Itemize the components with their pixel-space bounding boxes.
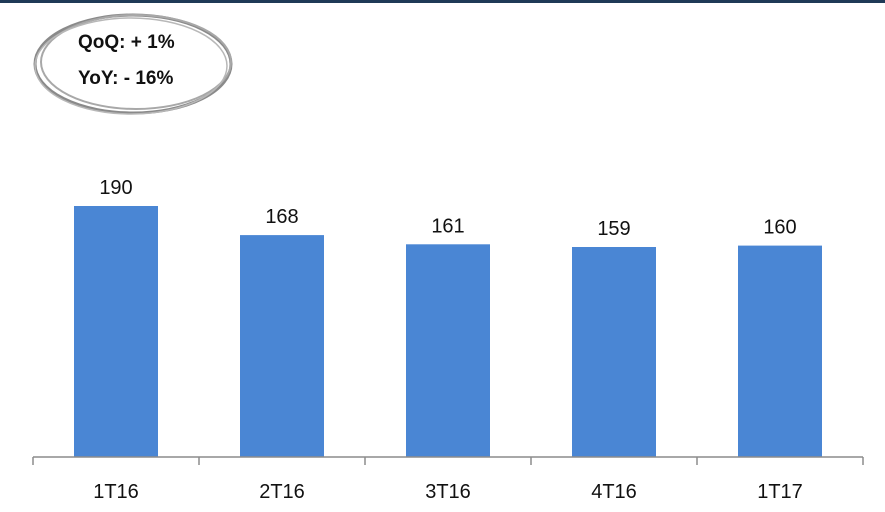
x-tick-label-4T16: 4T16: [591, 481, 637, 503]
top-rule: [0, 0, 885, 3]
x-tick-label-1T16: 1T16: [93, 481, 139, 503]
bar-1T17: [738, 245, 822, 457]
variation-badge: QoQ: + 1% YoY: - 16%: [30, 8, 240, 120]
data-label-4T16: 159: [597, 218, 630, 240]
bar-4T16: [572, 247, 656, 457]
data-label-3T16: 161: [431, 215, 464, 237]
bar-2T16: [240, 235, 324, 457]
data-label-2T16: 168: [265, 206, 298, 228]
x-tick-label-2T16: 2T16: [259, 481, 305, 503]
badge-ellipse: [33, 13, 233, 115]
bar-1T16: [74, 206, 158, 457]
bar-3T16: [406, 244, 490, 457]
qoq-label: QoQ: + 1%: [78, 32, 175, 53]
x-tick-label-1T17: 1T17: [757, 481, 803, 503]
data-label-1T17: 160: [763, 217, 796, 239]
data-label-1T16: 190: [99, 177, 132, 199]
yoy-label: YoY: - 16%: [78, 68, 174, 89]
x-tick-label-3T16: 3T16: [425, 481, 471, 503]
